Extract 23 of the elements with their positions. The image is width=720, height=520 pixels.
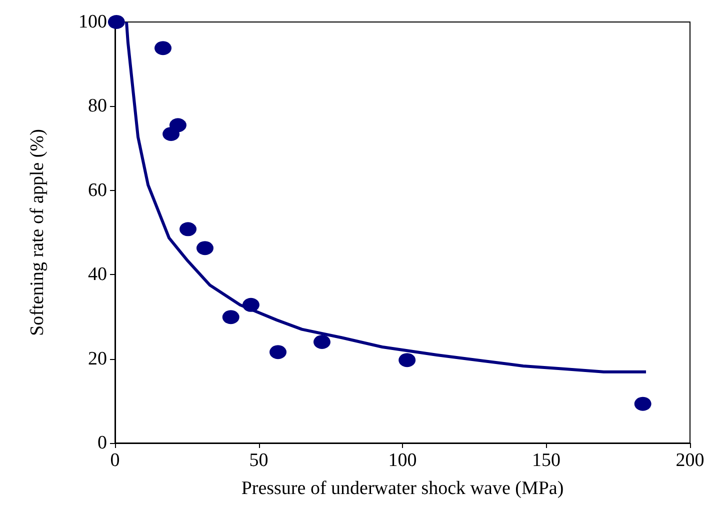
y-tick-label: 0 xyxy=(98,432,107,454)
y-tick-label: 20 xyxy=(88,348,107,370)
y-tick-label: 60 xyxy=(88,180,107,201)
x-axis-title: Pressure of underwater shock wave (MPa) xyxy=(241,478,564,499)
point xyxy=(154,41,172,56)
y-tick-label: 80 xyxy=(88,96,107,117)
point xyxy=(314,334,330,349)
point xyxy=(270,345,287,360)
y-tick-label: 100 xyxy=(78,12,107,32)
x-tick-label: 100 xyxy=(388,450,417,471)
point xyxy=(634,396,652,411)
point xyxy=(108,15,125,29)
x-tick-label: 150 xyxy=(532,450,560,471)
point xyxy=(222,310,240,324)
y-tick-label: 40 xyxy=(88,264,107,286)
point xyxy=(196,241,214,256)
x-tick-label: 200 xyxy=(676,450,704,471)
point xyxy=(180,222,197,236)
point xyxy=(398,353,416,368)
y-axis-title: Softening rate of apple (%) xyxy=(27,129,48,336)
point xyxy=(169,118,186,132)
x-tick-label: 50 xyxy=(249,450,268,471)
x-tick-label: 0 xyxy=(110,450,120,471)
